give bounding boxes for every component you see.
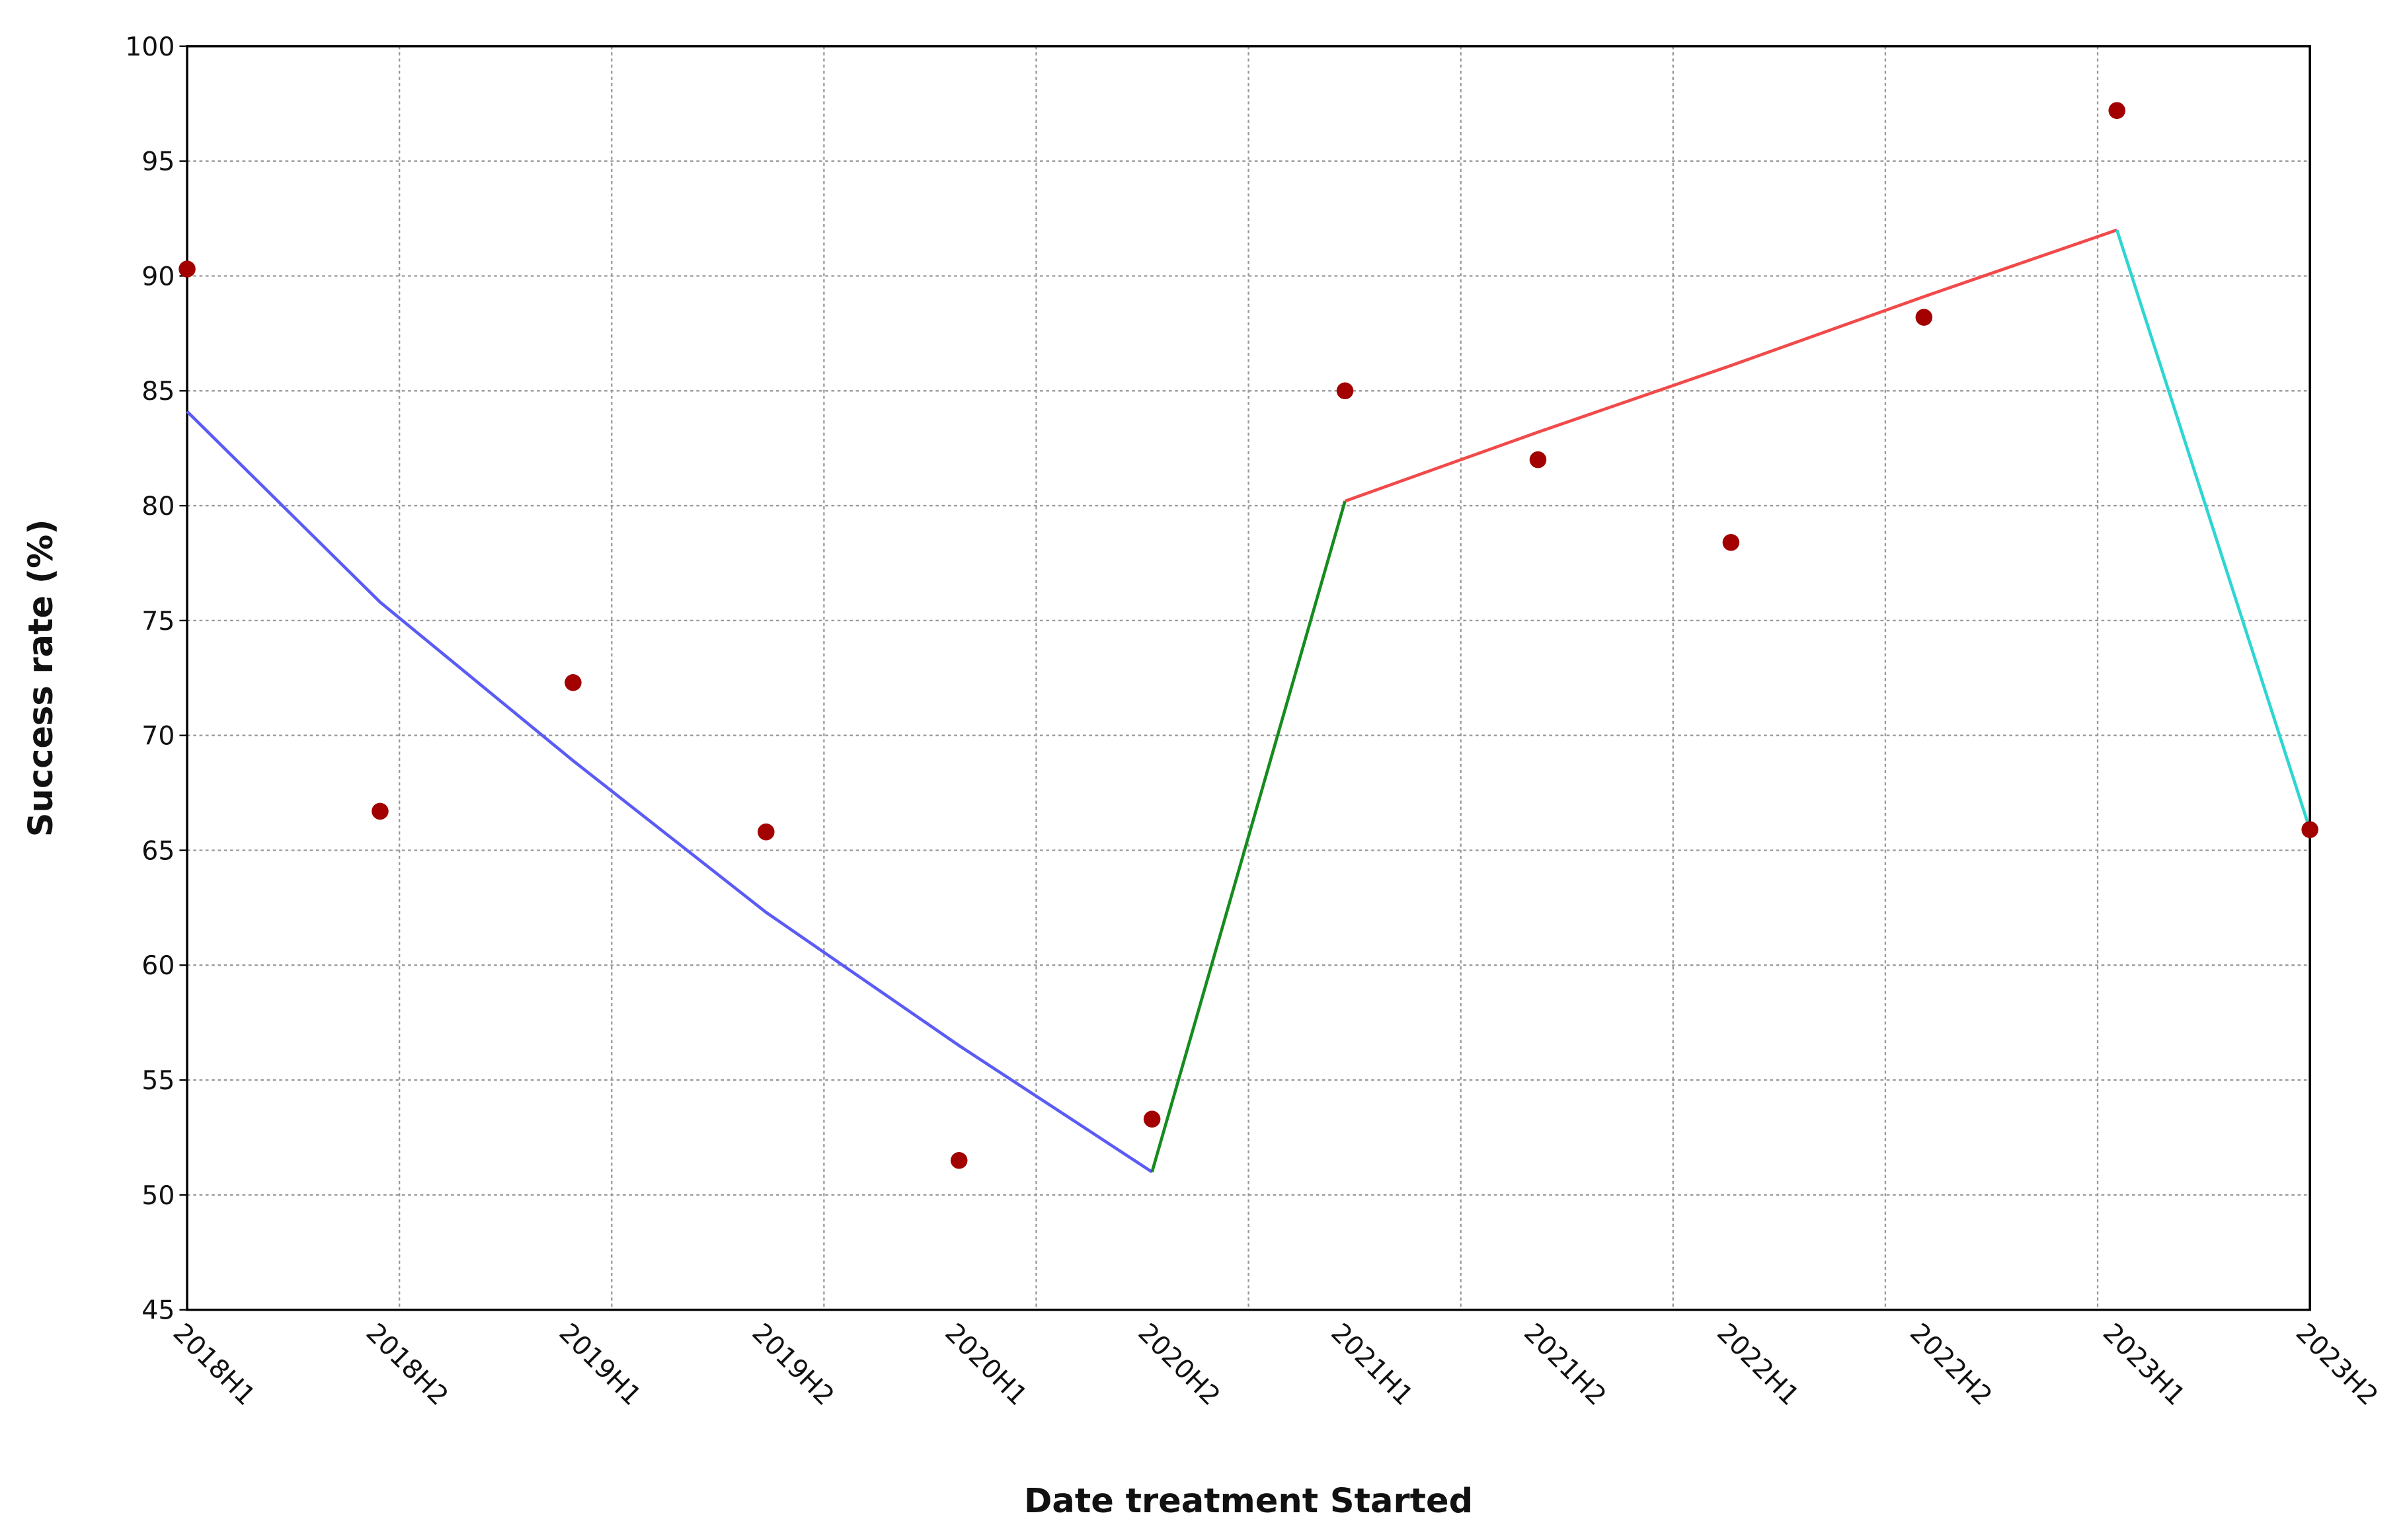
plot-frame xyxy=(186,45,2311,1311)
y-tick-label: 90 xyxy=(141,261,175,291)
x-axis-label: Date treatment Started xyxy=(1024,1482,1473,1521)
data-point xyxy=(1143,1110,1161,1128)
x-tick-label: 2023H2 xyxy=(2290,1317,2384,1411)
y-tick-label: 85 xyxy=(141,376,175,406)
x-tick-label: 2019H1 xyxy=(553,1317,647,1411)
x-tick-label: 2018H1 xyxy=(167,1317,261,1411)
x-tick-label: 2021H2 xyxy=(1518,1317,1612,1411)
trend-line xyxy=(186,410,1153,1174)
x-tick-label: 2023H1 xyxy=(2097,1317,2191,1411)
x-tick-label: 2021H1 xyxy=(1325,1317,1419,1411)
data-point xyxy=(1529,451,1547,469)
y-tick-label: 60 xyxy=(141,950,175,981)
data-point xyxy=(950,1151,968,1169)
trend-line xyxy=(1150,500,1347,1173)
y-tick-label: 50 xyxy=(141,1180,175,1211)
data-point xyxy=(1722,533,1740,551)
x-tick-label: 2022H2 xyxy=(1904,1317,1998,1411)
y-tick-label: 75 xyxy=(141,606,175,636)
data-point xyxy=(758,823,775,841)
y-tick-label: 70 xyxy=(141,721,175,751)
y-tick-label: 80 xyxy=(141,491,175,521)
x-tick-label: 2018H2 xyxy=(360,1317,454,1411)
y-tick-label: 45 xyxy=(141,1295,175,1326)
data-point xyxy=(178,260,196,278)
data-point xyxy=(1336,382,1354,400)
x-tick-label: 2020H1 xyxy=(939,1317,1033,1411)
y-tick-label: 100 xyxy=(125,32,175,62)
data-point xyxy=(565,674,582,691)
data-point xyxy=(2108,102,2125,119)
y-axis-label: Success rate (%) xyxy=(22,519,61,837)
y-tick-label: 95 xyxy=(141,147,175,177)
y-tick-label: 65 xyxy=(141,835,175,866)
trend-line xyxy=(2115,229,2312,830)
trend-line xyxy=(1344,228,2117,503)
data-point xyxy=(1915,309,1933,326)
data-point xyxy=(2301,821,2318,838)
data-point xyxy=(372,802,389,820)
x-tick-label: 2022H1 xyxy=(1711,1317,1805,1411)
x-tick-label: 2020H2 xyxy=(1132,1317,1226,1411)
y-tick-label: 55 xyxy=(141,1065,175,1096)
x-tick-label: 2019H2 xyxy=(746,1317,840,1411)
